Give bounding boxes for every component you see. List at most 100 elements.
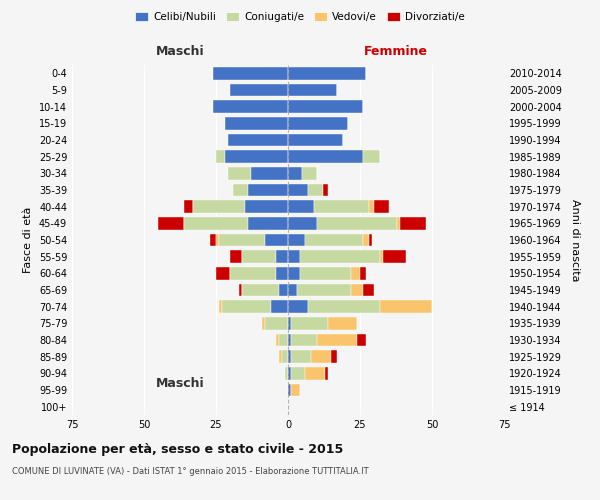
Bar (383, 250, 406, 263)
Bar (282, 350, 288, 363)
Bar (242, 250, 277, 263)
Bar (219, 300, 222, 313)
Bar (285, 367, 288, 380)
Bar (296, 284, 352, 296)
Bar (288, 334, 291, 346)
Bar (317, 334, 357, 346)
Bar (380, 300, 432, 313)
Bar (251, 167, 288, 179)
Text: Popolazione per età, sesso e stato civile - 2015: Popolazione per età, sesso e stato civil… (12, 442, 343, 456)
Bar (357, 334, 366, 346)
Text: Femmine: Femmine (364, 45, 428, 58)
Bar (280, 284, 288, 296)
Bar (245, 200, 288, 213)
Bar (288, 150, 363, 163)
Bar (331, 350, 337, 363)
Bar (323, 184, 328, 196)
Bar (305, 234, 363, 246)
Bar (230, 84, 288, 96)
Bar (360, 267, 366, 280)
Y-axis label: Fasce di età: Fasce di età (23, 207, 33, 273)
Bar (288, 317, 291, 330)
Bar (288, 300, 308, 313)
Bar (288, 134, 343, 146)
Bar (363, 234, 368, 246)
Bar (248, 217, 288, 230)
Bar (328, 317, 357, 330)
Bar (288, 250, 299, 263)
Text: COMUNE DI LUVINATE (VA) - Dati ISTAT 1° gennaio 2015 - Elaborazione TUTTITALIA.I: COMUNE DI LUVINATE (VA) - Dati ISTAT 1° … (12, 468, 368, 476)
Bar (210, 234, 216, 246)
Bar (227, 167, 251, 179)
Bar (271, 300, 288, 313)
Bar (397, 217, 400, 230)
Bar (299, 267, 352, 280)
Bar (277, 267, 288, 280)
Bar (184, 217, 248, 230)
Bar (288, 367, 291, 380)
Bar (277, 250, 288, 263)
Text: Maschi: Maschi (155, 45, 205, 58)
Bar (288, 117, 349, 130)
Bar (224, 117, 288, 130)
Bar (288, 350, 291, 363)
Bar (288, 100, 363, 113)
Bar (374, 200, 389, 213)
Bar (242, 284, 280, 296)
Bar (288, 384, 291, 396)
Bar (222, 300, 271, 313)
Bar (230, 250, 242, 263)
Bar (288, 167, 302, 179)
Bar (158, 217, 184, 230)
Bar (311, 350, 331, 363)
Bar (363, 150, 380, 163)
Bar (317, 217, 397, 230)
Bar (325, 367, 328, 380)
Bar (291, 384, 299, 396)
Bar (227, 134, 288, 146)
Bar (288, 67, 366, 80)
Bar (224, 150, 288, 163)
Bar (288, 200, 314, 213)
Bar (280, 334, 288, 346)
Bar (184, 200, 193, 213)
Bar (219, 234, 265, 246)
Text: Maschi: Maschi (155, 376, 205, 390)
Bar (216, 150, 224, 163)
Bar (288, 184, 308, 196)
Bar (288, 84, 337, 96)
Bar (368, 234, 371, 246)
Bar (299, 250, 380, 263)
Bar (233, 184, 248, 196)
Bar (216, 234, 219, 246)
Bar (291, 367, 305, 380)
Y-axis label: Anni di nascita: Anni di nascita (570, 198, 580, 281)
Bar (288, 234, 305, 246)
Bar (216, 267, 230, 280)
Bar (363, 284, 374, 296)
Bar (308, 300, 380, 313)
Legend: Celibi/Nubili, Coniugati/e, Vedovi/e, Divorziati/e: Celibi/Nubili, Coniugati/e, Vedovi/e, Di… (131, 8, 469, 26)
Bar (291, 350, 311, 363)
Bar (288, 267, 299, 280)
Bar (277, 334, 280, 346)
Bar (305, 367, 325, 380)
Bar (248, 184, 288, 196)
Bar (291, 334, 317, 346)
Bar (262, 317, 265, 330)
Bar (288, 217, 317, 230)
Bar (302, 167, 317, 179)
Bar (280, 350, 282, 363)
Bar (352, 267, 360, 280)
Bar (265, 317, 288, 330)
Bar (291, 317, 328, 330)
Bar (213, 67, 288, 80)
Bar (308, 184, 323, 196)
Bar (288, 284, 296, 296)
Bar (265, 234, 288, 246)
Bar (230, 267, 277, 280)
Bar (352, 284, 363, 296)
Bar (314, 200, 368, 213)
Bar (400, 217, 426, 230)
Bar (193, 200, 245, 213)
